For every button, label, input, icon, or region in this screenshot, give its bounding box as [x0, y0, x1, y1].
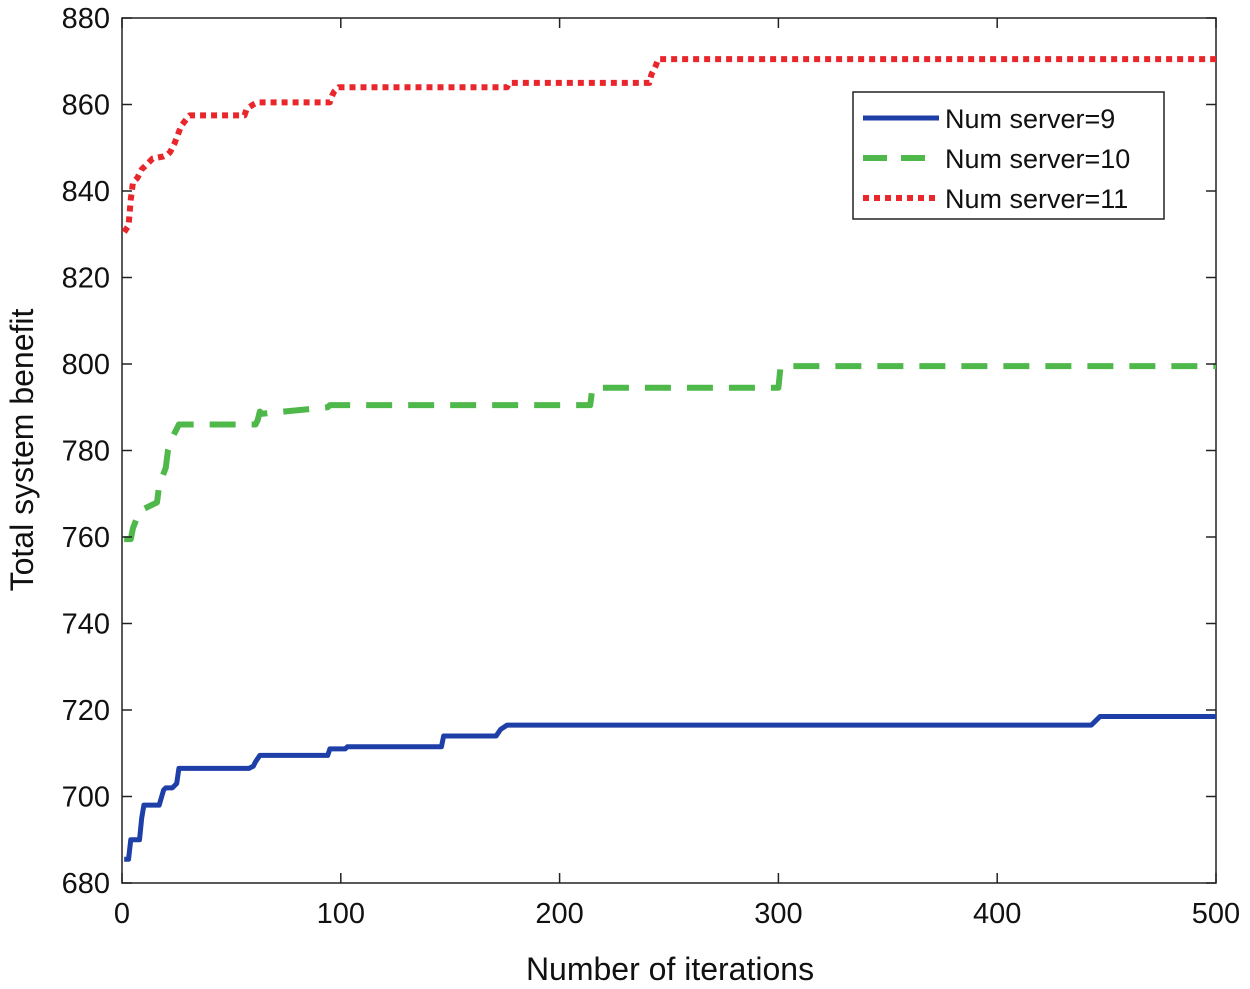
x-axis-ticks: 0 100 200 300 400 500 [114, 18, 1240, 930]
series-line-3 [121, 56, 1216, 234]
y-tick-label: 820 [62, 263, 110, 295]
legend-label-series-3: Num server=11 [945, 184, 1128, 214]
x-tick-label: 300 [754, 898, 802, 930]
y-tick-label: 700 [62, 782, 110, 814]
y-tick-label: 780 [62, 436, 110, 468]
series-line-1 [124, 713, 1216, 862]
legend-label-series-2: Num server=10 [945, 144, 1130, 174]
y-tick-label: 860 [62, 90, 110, 122]
y-tick-label: 760 [62, 522, 110, 554]
y-tick-label: 880 [62, 3, 110, 35]
series-line-2 [124, 363, 1216, 543]
legend-item-series-2: Num server=10 [863, 144, 1130, 174]
x-tick-label: 200 [535, 898, 583, 930]
y-tick-label: 680 [62, 868, 110, 900]
y-tick-label: 740 [62, 609, 110, 641]
x-tick-label: 100 [317, 898, 365, 930]
x-axis-title: Number of iterations [526, 951, 814, 987]
x-tick-label: 400 [973, 898, 1021, 930]
y-axis-title: Total system benefit [4, 308, 40, 591]
legend-item-series-3: Num server=11 [863, 184, 1128, 214]
x-tick-label: 0 [114, 898, 130, 930]
x-tick-label: 500 [1192, 898, 1240, 930]
legend: Num server=9 Num server=10 Num server=11 [852, 91, 1165, 220]
series-layer [121, 56, 1216, 862]
y-tick-label: 800 [62, 349, 110, 381]
y-axis-ticks: 680 700 720 740 760 780 800 820 840 860 880 [62, 3, 1216, 900]
legend-item-series-1: Num server=9 [863, 104, 1115, 134]
legend-label-series-1: Num server=9 [945, 104, 1115, 134]
y-tick-label: 840 [62, 176, 110, 208]
y-tick-label: 720 [62, 695, 110, 727]
